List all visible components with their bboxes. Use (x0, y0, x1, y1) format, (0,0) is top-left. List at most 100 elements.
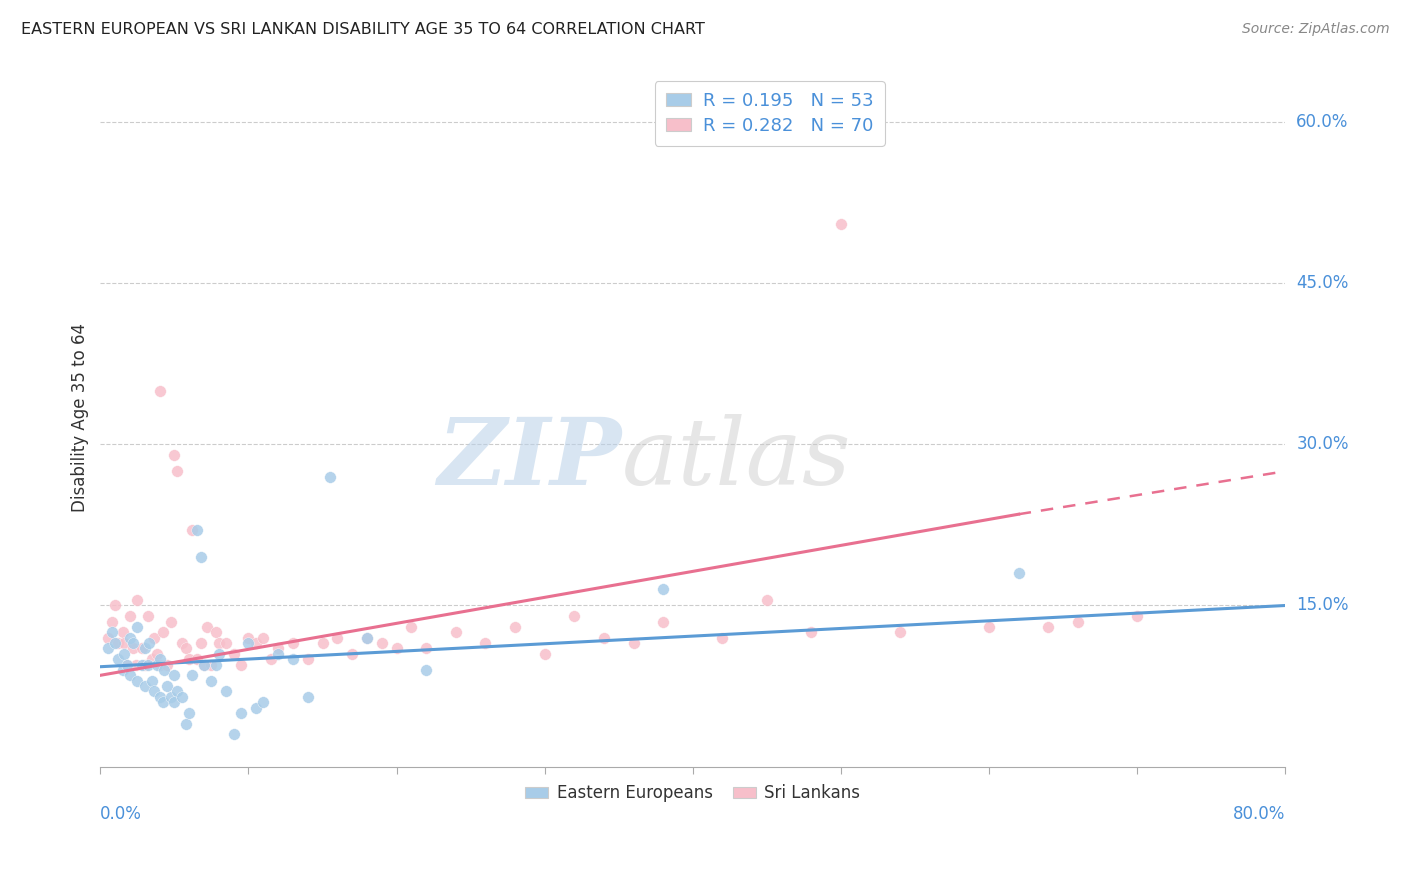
Point (533, 647, 555, 661)
Point (127, 593, 149, 607)
Point (195, 620, 218, 634)
Point (131, 657, 153, 672)
Point (122, 636, 145, 650)
Point (112, 636, 135, 650)
Point (311, 636, 333, 650)
Point (260, 652, 283, 666)
Text: 60.0%: 60.0% (1296, 113, 1348, 131)
Point (118, 631, 141, 645)
Point (104, 599, 127, 613)
Point (830, 217, 852, 231)
Point (245, 636, 267, 650)
Text: 80.0%: 80.0% (1233, 805, 1285, 823)
Text: atlas: atlas (621, 415, 851, 505)
Point (977, 620, 1000, 634)
Point (1067, 615, 1090, 629)
Point (115, 657, 138, 672)
Point (356, 631, 378, 645)
Point (474, 636, 496, 650)
Point (229, 657, 252, 672)
Point (215, 636, 238, 650)
Point (371, 636, 394, 650)
Point (205, 657, 228, 672)
Point (444, 625, 467, 640)
Point (160, 690, 183, 704)
Point (136, 609, 159, 624)
Point (652, 582, 675, 597)
Point (101, 625, 124, 640)
Point (205, 625, 228, 640)
Point (200, 673, 222, 688)
Point (104, 636, 127, 650)
Point (142, 631, 165, 645)
Point (267, 647, 290, 661)
Point (181, 668, 204, 682)
Point (190, 636, 212, 650)
Point (142, 684, 165, 698)
Point (889, 625, 911, 640)
Point (156, 657, 179, 672)
Point (245, 700, 267, 714)
Point (181, 524, 204, 538)
Point (503, 620, 526, 634)
Point (281, 652, 304, 666)
Point (107, 652, 129, 666)
Point (149, 652, 172, 666)
Point (1038, 620, 1060, 634)
Point (97, 631, 120, 645)
Point (156, 679, 179, 693)
Point (200, 657, 222, 672)
Point (149, 690, 172, 704)
Point (238, 631, 260, 645)
Point (170, 636, 193, 650)
Point (229, 706, 252, 720)
Text: Source: ZipAtlas.com: Source: ZipAtlas.com (1241, 22, 1389, 37)
Point (174, 716, 197, 731)
Point (593, 631, 616, 645)
Point (166, 684, 188, 698)
Point (118, 668, 141, 682)
Point (415, 663, 437, 677)
Point (115, 657, 138, 672)
Point (174, 641, 197, 656)
Text: 30.0%: 30.0% (1296, 435, 1348, 453)
Point (134, 657, 156, 672)
Point (160, 615, 183, 629)
Point (170, 690, 193, 704)
Point (145, 647, 167, 661)
Point (97, 641, 120, 656)
Point (127, 673, 149, 688)
Text: 0.0%: 0.0% (100, 805, 142, 823)
Point (385, 641, 408, 656)
Point (134, 641, 156, 656)
Point (623, 636, 645, 650)
Point (179, 706, 201, 720)
Text: ZIP: ZIP (437, 415, 621, 505)
Point (652, 615, 675, 629)
Point (152, 695, 174, 709)
Point (163, 448, 186, 462)
Point (145, 657, 167, 672)
Point (125, 657, 148, 672)
Point (252, 631, 274, 645)
Point (755, 593, 778, 607)
Text: 45.0%: 45.0% (1296, 275, 1348, 293)
Point (186, 652, 208, 666)
Point (107, 636, 129, 650)
Point (136, 657, 159, 672)
Text: EASTERN EUROPEAN VS SRI LANKAN DISABILITY AGE 35 TO 64 CORRELATION CHART: EASTERN EUROPEAN VS SRI LANKAN DISABILIT… (21, 22, 704, 37)
Point (131, 641, 153, 656)
Point (112, 647, 135, 661)
Text: 15.0%: 15.0% (1296, 597, 1348, 615)
Point (281, 636, 304, 650)
Point (297, 652, 319, 666)
Point (118, 609, 141, 624)
Point (141, 652, 163, 666)
Point (134, 679, 156, 693)
Point (1126, 609, 1149, 624)
Point (111, 625, 134, 640)
Point (190, 550, 212, 565)
Point (340, 647, 363, 661)
Point (297, 690, 319, 704)
Point (215, 684, 238, 698)
